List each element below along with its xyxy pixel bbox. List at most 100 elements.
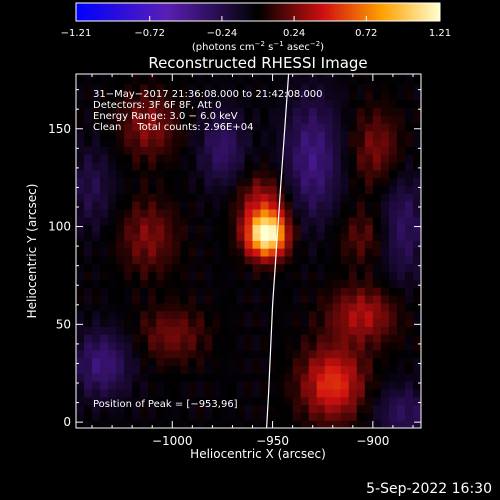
heatmap-cell [348,83,358,93]
heatmap-cell [140,263,149,273]
heatmap-cell [100,420,109,428]
heatmap-cell [308,162,318,171]
heatmap-cell [132,404,141,413]
footer-date-time: 5-Sep-2022 16:30 [366,481,492,497]
heatmap-cell [116,154,125,163]
heatmap-cell [212,162,222,171]
heatmap-image [76,74,421,428]
heatmap-cell [284,396,294,406]
heatmap-cell [188,193,197,202]
heatmap-cell [124,341,133,351]
heatmap-cell [268,169,278,179]
heatmap-cell [364,99,374,108]
heatmap-cell [220,216,230,226]
heatmap-cell [132,75,141,85]
heatmap-cell [76,420,85,428]
heatmap-cell [76,295,85,304]
heatmap-cell [116,412,125,421]
heatmap-cell [412,295,421,304]
heatmap-cell [116,357,125,367]
heatmap-cell [380,232,390,241]
heatmap-cell [108,373,117,382]
heatmap-cell [372,326,382,335]
heatmap-cell [276,279,286,288]
heatmap-cell [388,146,398,155]
heatmap-cell [228,271,238,280]
heatmap-cell [388,107,398,116]
heatmap-cell [300,193,310,202]
heatmap-cell [204,99,213,108]
heatmap-cell [92,404,101,413]
heatmap-cell [268,365,278,374]
heatmap-cell [220,130,230,140]
heatmap-cell [188,83,197,93]
heatmap-cell [380,326,390,335]
heatmap-cell [164,287,173,296]
heatmap-cell [76,334,85,343]
heatmap-cell [172,357,181,367]
heatmap-cell [356,75,366,85]
heatmap-cell [244,74,254,77]
heatmap-cell [356,169,366,179]
heatmap-cell [228,146,238,155]
heatmap-cell [276,295,286,304]
heatmap-cell [284,388,294,398]
heatmap-cell [284,263,294,273]
heatmap-cell [140,412,149,421]
heatmap-cell [212,287,222,296]
heatmap-cell [92,255,101,265]
heatmap-cell [228,193,238,202]
heatmap-cell [236,162,246,171]
heatmap-cell [380,208,390,218]
heatmap-cell [84,279,93,288]
heatmap-cell [172,138,181,147]
heatmap-cell [204,373,213,382]
heatmap-cell [92,201,101,210]
heatmap-cell [404,255,414,265]
heatmap-cell [220,373,230,382]
heatmap-cell [396,326,406,335]
heatmap-cell [116,224,125,234]
heatmap-cell [316,287,326,296]
heatmap-cell [212,75,222,85]
heatmap-cell [412,318,421,327]
heatmap-cell [220,169,230,179]
heatmap-cell [204,224,213,234]
heatmap-cell [148,232,157,241]
heatmap-cell [204,193,213,202]
heatmap-cell [284,107,294,116]
heatmap-cell [356,365,366,374]
heatmap-cell [404,130,414,140]
heatmap-cell [380,130,390,140]
heatmap-cell [380,349,390,359]
heatmap-cell [180,295,189,304]
heatmap-cell [84,193,93,202]
heatmap-cell [316,83,326,93]
heatmap-cell [260,224,270,234]
heatmap-cell [364,232,374,241]
heatmap-cell [300,373,310,382]
heatmap-cell [140,388,149,398]
heatmap-cell [180,201,189,210]
heatmap-cell [220,326,230,335]
heatmap-cell [244,381,254,390]
heatmap-cell [388,295,398,304]
heatmap-cell [268,381,278,390]
heatmap-cell [132,91,141,101]
heatmap-cell [412,357,421,367]
heatmap-cell [244,318,254,327]
heatmap-cell [124,146,133,155]
heatmap-cell [116,334,125,343]
heatmap-cell [260,388,270,398]
heatmap-cell [156,365,165,374]
heatmap-cell [172,295,181,304]
heatmap-cell [124,74,133,77]
heatmap-cell [268,185,278,194]
heatmap-cell [260,154,270,163]
heatmap-cell [92,115,101,124]
heatmap-cell [340,248,350,257]
heatmap-cell [108,404,117,413]
heatmap-cell [116,216,125,226]
heatmap-cell [260,146,270,155]
heatmap-cell [372,341,382,351]
